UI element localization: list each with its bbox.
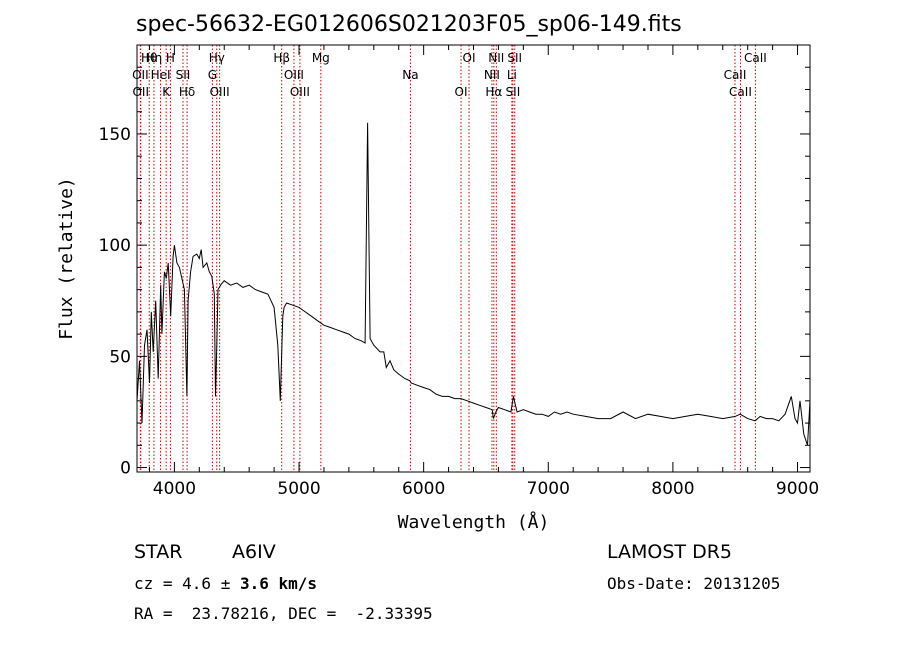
cz-error: 3.6 km/s [239, 574, 318, 593]
x-tick-label: 6000 [402, 479, 445, 499]
x-tick-label: 8000 [651, 479, 694, 499]
line-marker-label: OI [455, 85, 468, 99]
line-marker-label: OIII [284, 68, 304, 82]
line-marker-label: Hα [485, 85, 502, 99]
line-marker-label: G [208, 68, 217, 82]
line-marker-label: Hβ [273, 51, 290, 65]
chart-title: spec-56632-EG012606S021203F05_sp06-149.f… [136, 12, 682, 37]
y-tick-label: 0 [120, 459, 131, 479]
line-marker-label: SII [507, 51, 522, 65]
object-subclass: A6IV [232, 541, 276, 563]
cz-value: cz = 4.6 ± [134, 574, 240, 593]
line-marker-label: CaII [729, 85, 752, 99]
line-marker-label: Mg [312, 51, 330, 65]
line-marker-label: SII [176, 68, 191, 82]
line-marker-label: CaII [724, 68, 747, 82]
spectrum-line [136, 122, 811, 446]
y-tick-label: 50 [109, 347, 131, 367]
line-marker-label: Na [402, 68, 418, 82]
line-marker-label: Hη [146, 51, 163, 65]
x-tick-label: 9000 [776, 479, 819, 499]
line-marker-label: Li [507, 68, 517, 82]
line-marker-label: OIII [290, 85, 310, 99]
line-marker-label: Hδ [179, 85, 195, 99]
line-marker-label: CaII [744, 51, 767, 65]
line-marker-label: H [166, 51, 175, 65]
line-marker-label: OII [132, 68, 149, 82]
spectrum-series-group [136, 122, 811, 446]
y-axis-label: Flux (relative) [56, 177, 77, 340]
line-marker-label: NII [484, 68, 500, 82]
y-tick-label: 150 [99, 125, 131, 145]
ra-dec: RA = 23.78216, DEC = -2.33395 [134, 604, 433, 623]
line-marker-label: K [162, 85, 171, 99]
plot-frame [136, 44, 811, 473]
line-marker-label: Hθ [141, 51, 157, 65]
x-tick-label: 4000 [153, 479, 196, 499]
x-tick-label: 5000 [277, 479, 320, 499]
line-marker-labels-group: HθOIIOIIHηHeIKHSIIHδHγGOIIIHβOIIIOIIIMgN… [132, 51, 767, 99]
redshift-line: cz = 4.6 ± 3.6 km/s [134, 574, 317, 593]
x-axis-label: Wavelength (Å) [398, 511, 550, 533]
line-marker-label: OI [463, 51, 476, 65]
axis-ticks-group: 4000 5000 6000 7000 8000 9000 0 50 100 150 [99, 45, 819, 499]
line-marker-label: OIII [210, 85, 230, 99]
line-markers-group [139, 45, 756, 472]
obs-date: Obs-Date: 20131205 [607, 574, 781, 593]
x-tick-label: 7000 [527, 479, 570, 499]
line-marker-label: HeI [151, 68, 171, 82]
line-marker-label: OII [132, 85, 149, 99]
object-class: STAR [134, 541, 183, 563]
line-marker-label: SII [506, 85, 521, 99]
line-marker-label: Hγ [209, 51, 225, 65]
line-marker-label: NII [488, 51, 504, 65]
survey-name: LAMOST DR5 [607, 541, 732, 563]
y-tick-label: 100 [99, 236, 131, 256]
